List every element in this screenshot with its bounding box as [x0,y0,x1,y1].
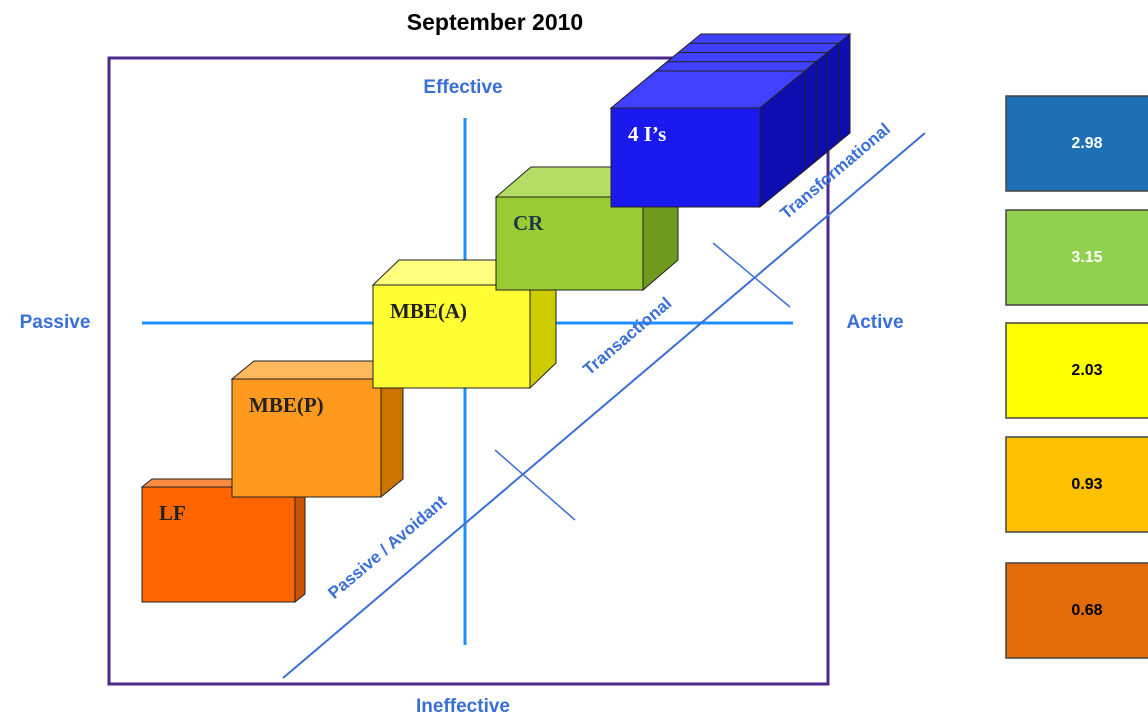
block-label: 4 I’s [628,122,666,146]
divider [494,449,576,521]
score-value: 0.68 [1071,602,1102,619]
blocks: LF MBE(P) MBE(A) CR 4 I’s [140,32,852,604]
block [610,107,761,208]
score-box [1005,562,1148,659]
score-box [1005,209,1148,306]
zone-label: Passive / Avoidant [324,492,450,603]
diagonal [282,132,926,679]
score-box [1005,95,1148,192]
block-label: MBE(P) [249,393,324,417]
zone-label: Transactional [579,294,675,379]
score-value: 2.03 [1071,362,1102,379]
block [495,196,644,291]
frame [107,56,830,686]
score-value: 0.93 [1071,476,1102,493]
axis-label: Ineffective [416,696,510,717]
title: September 2010 [407,9,583,35]
block-label: CR [513,211,544,235]
axis-label: Active [846,312,903,333]
score-value: 3.15 [1071,249,1102,266]
block [372,284,531,389]
block-label: LF [159,501,186,525]
axis-label: Passive [20,312,91,333]
block-label: MBE(A) [390,299,467,323]
divider [712,242,791,308]
scores: 2.98 3.15 2.03 0.93 0.68 [1005,95,1148,659]
block [141,486,296,603]
block [231,378,382,498]
score-value: 2.98 [1071,135,1102,152]
axis-label: Effective [423,77,502,98]
score-box [1005,322,1148,419]
score-box [1005,436,1148,533]
